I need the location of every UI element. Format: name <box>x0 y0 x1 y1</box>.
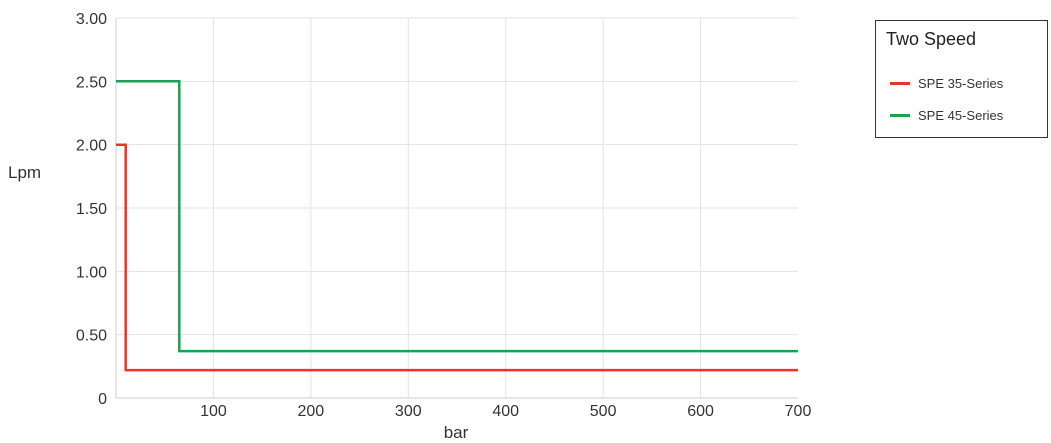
x-tick-label: 500 <box>590 403 617 420</box>
x-tick-label: 600 <box>687 403 714 420</box>
legend-title: Two Speed <box>886 29 977 49</box>
x-tick-label: 700 <box>785 403 812 420</box>
series-lines <box>116 80 798 372</box>
y-tick-label: 0 <box>98 391 107 408</box>
legend-label-spe-35: SPE 35-Series <box>918 75 1004 91</box>
legend: Two Speed SPE 35-Series SPE 45-Series <box>875 20 1048 138</box>
y-tick-label: 1.00 <box>76 264 107 281</box>
x-tick-labels: 100 200 300 400 500 600 700 <box>200 403 811 420</box>
y-axis-title: Lpm <box>8 163 41 182</box>
legend-item-spe-35: SPE 35-Series <box>890 75 1003 91</box>
legend-swatch-spe-45 <box>890 113 910 117</box>
y-tick-label: 3.00 <box>76 11 107 28</box>
x-axis-title: bar <box>444 423 469 442</box>
y-tick-label: 2.50 <box>76 74 107 91</box>
grid <box>116 17 798 398</box>
series-line-spe-45 <box>116 80 798 353</box>
legend-swatch-spe-35 <box>890 81 910 85</box>
legend-label-spe-45: SPE 45-Series <box>918 107 1004 123</box>
x-tick-label: 300 <box>395 403 422 420</box>
x-tick-label: 100 <box>200 403 227 420</box>
x-tick-label: 200 <box>298 403 325 420</box>
series-line-spe-35 <box>116 143 798 372</box>
y-tick-label: 0.50 <box>76 328 107 345</box>
y-tick-label: 2.00 <box>76 138 107 155</box>
y-tick-labels: 0 0.50 1.00 1.50 2.00 2.50 3.00 <box>76 11 107 408</box>
y-tick-label: 1.50 <box>76 201 107 218</box>
x-tick-label: 400 <box>492 403 519 420</box>
legend-item-spe-45: SPE 45-Series <box>890 107 1003 123</box>
